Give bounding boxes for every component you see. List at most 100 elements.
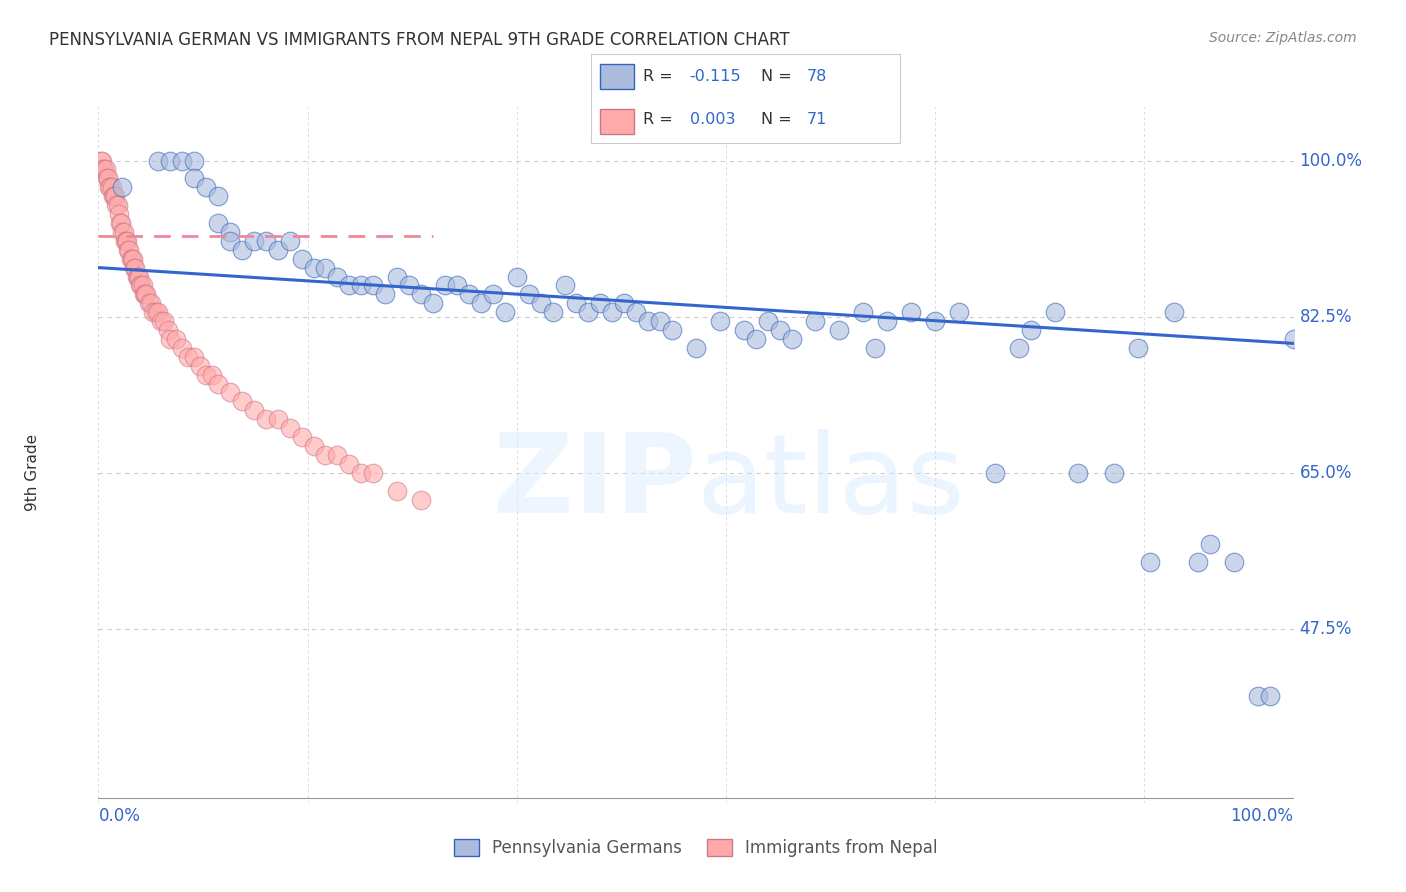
Point: [207, 189, 229, 203]
Point: [685, 341, 707, 355]
Point: [121, 252, 143, 266]
Point: [470, 296, 492, 310]
Point: [863, 341, 886, 355]
Point: [101, 189, 124, 203]
Point: [780, 332, 803, 346]
Point: [983, 466, 1005, 480]
Point: [1007, 341, 1029, 355]
Point: [201, 368, 224, 382]
Point: [1282, 332, 1305, 346]
Point: [127, 269, 149, 284]
Text: N =: N =: [761, 70, 797, 84]
Point: [1102, 466, 1125, 480]
Point: [219, 234, 242, 248]
Point: [188, 359, 211, 373]
Point: [125, 269, 148, 284]
Point: [132, 287, 155, 301]
Point: [91, 153, 114, 168]
Point: [290, 430, 312, 444]
Point: [1139, 555, 1161, 569]
Text: 65.0%: 65.0%: [1299, 464, 1353, 482]
Point: [172, 341, 194, 355]
Point: [129, 278, 152, 293]
Point: [804, 314, 827, 328]
Point: [1222, 555, 1246, 569]
Point: [1198, 537, 1220, 551]
Point: [876, 314, 898, 328]
Point: [97, 171, 120, 186]
Point: [363, 466, 385, 480]
Point: [756, 314, 779, 328]
Point: [337, 278, 360, 293]
Point: [94, 162, 117, 177]
Point: [231, 394, 253, 409]
Point: [91, 162, 114, 177]
Point: [254, 412, 277, 426]
Point: [290, 252, 312, 266]
Point: [177, 350, 200, 364]
Point: [110, 216, 132, 230]
Point: [96, 171, 118, 186]
Point: [350, 278, 373, 293]
Text: 0.0%: 0.0%: [98, 807, 141, 825]
Point: [243, 234, 266, 248]
Point: [117, 243, 139, 257]
Point: [337, 457, 360, 471]
Point: [363, 278, 385, 293]
Point: [98, 180, 122, 194]
Text: Source: ZipAtlas.com: Source: ZipAtlas.com: [1209, 31, 1357, 45]
Point: [648, 314, 672, 328]
Point: [541, 305, 564, 319]
Text: 71: 71: [807, 112, 827, 127]
Point: [494, 305, 516, 319]
Text: -0.115: -0.115: [689, 70, 741, 84]
Point: [100, 180, 122, 194]
Point: [385, 483, 409, 498]
Point: [142, 305, 165, 319]
Point: [122, 252, 145, 266]
Point: [624, 305, 647, 319]
Text: R =: R =: [643, 112, 678, 127]
Point: [172, 153, 194, 168]
Point: [124, 260, 146, 275]
Point: [108, 216, 131, 230]
Point: [565, 296, 588, 310]
Point: [159, 153, 181, 168]
Point: [350, 466, 373, 480]
Point: [589, 296, 612, 310]
Point: [138, 296, 160, 310]
Point: [481, 287, 505, 301]
Point: [709, 314, 731, 328]
Point: [302, 260, 325, 275]
Point: [194, 180, 217, 194]
Point: [411, 287, 433, 301]
Text: 100.0%: 100.0%: [1230, 807, 1294, 825]
Point: [183, 171, 205, 186]
Point: [398, 278, 420, 293]
Point: [637, 314, 659, 328]
Point: [115, 234, 138, 248]
Point: [118, 243, 141, 257]
Point: [194, 368, 217, 382]
Point: [111, 180, 134, 194]
FancyBboxPatch shape: [600, 109, 634, 134]
Point: [1163, 305, 1185, 319]
Legend: Pennsylvania Germans, Immigrants from Nepal: Pennsylvania Germans, Immigrants from Ne…: [447, 832, 945, 864]
Text: 9th Grade: 9th Grade: [25, 434, 41, 511]
Point: [900, 305, 922, 319]
Point: [98, 180, 121, 194]
Point: [506, 269, 529, 284]
Point: [207, 216, 229, 230]
Point: [254, 234, 277, 248]
Point: [517, 287, 540, 301]
Point: [93, 162, 115, 177]
Point: [768, 323, 790, 337]
Point: [148, 305, 170, 319]
Point: [828, 323, 851, 337]
Point: [267, 243, 290, 257]
Point: [411, 492, 433, 507]
Point: [315, 448, 337, 462]
Point: [745, 332, 768, 346]
Point: [1019, 323, 1042, 337]
Point: [948, 305, 970, 319]
